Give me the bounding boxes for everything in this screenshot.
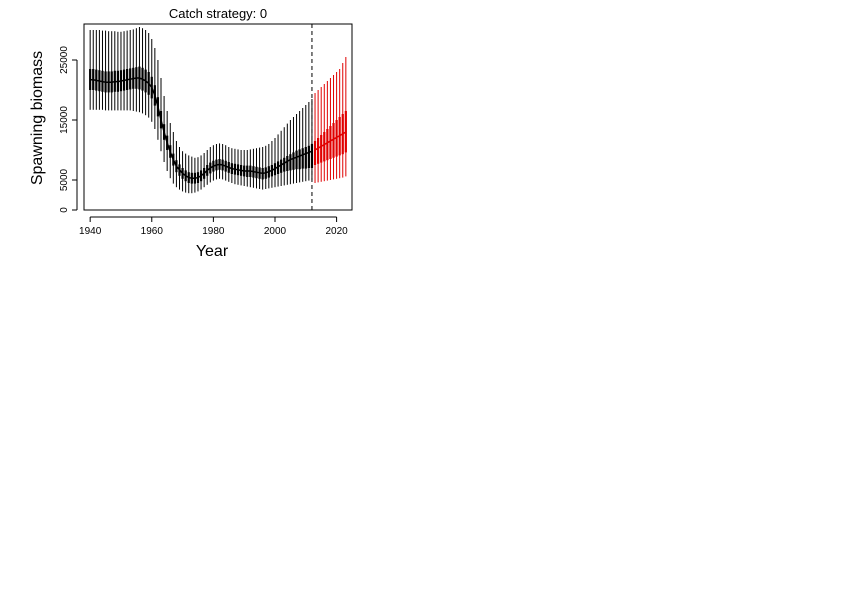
chart-title: Catch strategy: 0 — [169, 6, 267, 21]
y-tick-label: 5000 — [59, 168, 70, 191]
x-axis-title: Year — [196, 243, 229, 260]
y-axis-title: Spawning biomass — [29, 51, 46, 185]
x-tick-label: 2000 — [264, 226, 287, 237]
x-tick-label: 1940 — [79, 226, 102, 237]
y-tick-label: 0 — [59, 207, 70, 213]
median-line — [314, 131, 347, 151]
median-line — [90, 77, 313, 179]
x-tick-label: 1960 — [141, 226, 164, 237]
y-tick-label: 25000 — [59, 46, 70, 74]
x-tick-label: 2020 — [325, 226, 348, 237]
chart-axes: 1940 1960 1980 2000 2020 0 5000 15000 25000 — [59, 46, 348, 237]
series-1 — [313, 57, 347, 183]
chart-marks — [89, 24, 347, 210]
series-0 — [89, 27, 314, 194]
y-tick-label: 15000 — [59, 106, 70, 134]
x-tick-label: 1980 — [202, 226, 225, 237]
plot-frame — [83, 23, 353, 211]
